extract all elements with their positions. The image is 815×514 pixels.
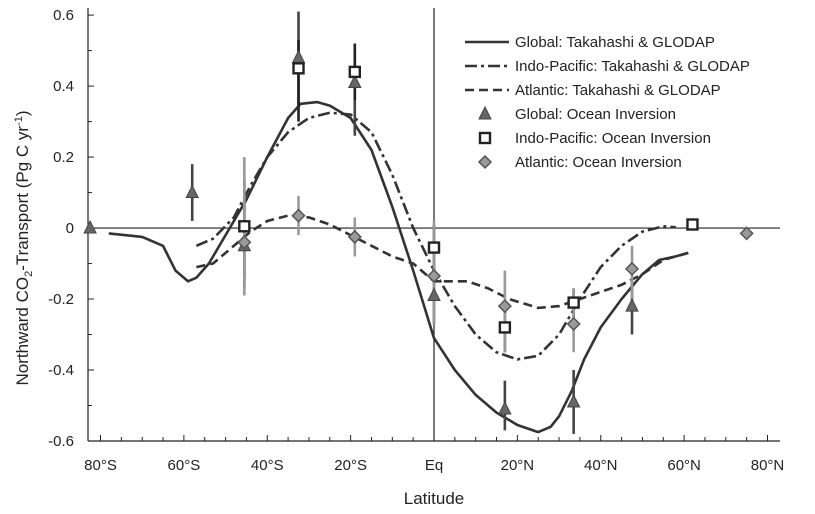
legend-label: Atlantic: Takahashi & GLODAP bbox=[515, 82, 721, 99]
y-tick-label: 0.6 bbox=[53, 7, 74, 24]
marker-atlantic-ocean-inversion bbox=[739, 226, 754, 241]
y-tick-label: 0 bbox=[66, 220, 74, 237]
x-tick-label: 80°N bbox=[751, 457, 785, 474]
series-markers bbox=[83, 49, 754, 415]
marker-indo-pacific-ocean-inversion bbox=[348, 65, 361, 79]
marker-atlantic-ocean-inversion bbox=[624, 261, 640, 276]
y-tick-label: -0.6 bbox=[48, 433, 74, 450]
legend-item-indo-pacific-ocean-inversion: Indo-Pacific: Ocean Inversion bbox=[478, 130, 711, 147]
marker-indo-pacific-ocean-inversion bbox=[567, 296, 580, 309]
x-tick-label: 80°S bbox=[84, 457, 117, 474]
legend-label: Atlantic: Ocean Inversion bbox=[515, 154, 682, 171]
marker-indo-pacific-ocean-inversion bbox=[238, 220, 251, 233]
marker-global-ocean-inversion bbox=[427, 287, 441, 301]
y-axis-title: Northward CO2-Transport (Pg C yr-1) bbox=[13, 110, 35, 385]
x-axis-title: Latitude bbox=[404, 489, 465, 508]
marker-indo-pacific-ocean-inversion bbox=[427, 241, 441, 254]
y-tick-label: -0.4 bbox=[48, 362, 74, 379]
marker-atlantic-ocean-inversion bbox=[497, 299, 512, 314]
marker-global-ocean-inversion bbox=[185, 184, 200, 199]
x-tick-label: 60°N bbox=[667, 457, 701, 474]
marker-indo-pacific-ocean-inversion bbox=[498, 321, 512, 334]
marker-global-ocean-inversion bbox=[498, 400, 512, 415]
y-tick-labels: 0.6 0.4 0.2 0 -0.2 -0.4 -0.6 bbox=[48, 7, 74, 450]
marker-global-ocean-inversion bbox=[291, 49, 306, 64]
marker-global-ocean-inversion bbox=[625, 298, 639, 312]
x-tick-label: 20°S bbox=[334, 457, 367, 474]
x-tick-label: 40°S bbox=[251, 457, 284, 474]
series-line-atlantic-takahashi-glodap bbox=[196, 214, 689, 310]
legend-item-indo-pacific-takahashi-glodap: Indo-Pacific: Takahashi & GLODAP bbox=[465, 58, 750, 75]
legend-item-global-ocean-inversion: Global: Ocean Inversion bbox=[478, 105, 676, 123]
x-tick-labels: 80°S 60°S 40°S 20°S Eq 20°N 40°N 60°N 80°N bbox=[84, 457, 784, 474]
legend-item-global-takahashi-glodap: Global: Takahashi & GLODAP bbox=[465, 34, 715, 51]
series-line-global-takahashi-glodap bbox=[108, 100, 689, 434]
marker-atlantic-ocean-inversion bbox=[237, 235, 252, 250]
x-tick-label: 20°N bbox=[501, 457, 535, 474]
y-tick-label: 0.4 bbox=[53, 78, 74, 95]
marker-global-ocean-inversion bbox=[566, 393, 581, 408]
legend-swatch bbox=[478, 131, 492, 145]
legend-label: Indo-Pacific: Ocean Inversion bbox=[515, 130, 711, 147]
legend: Global: Takahashi & GLODAP Indo-Pacific: … bbox=[465, 34, 750, 171]
marker-atlantic-ocean-inversion bbox=[566, 316, 581, 331]
legend-label: Global: Takahashi & GLODAP bbox=[515, 34, 715, 51]
legend-label: Global: Ocean Inversion bbox=[515, 106, 676, 123]
legend-label: Indo-Pacific: Takahashi & GLODAP bbox=[515, 58, 750, 75]
marker-atlantic-ocean-inversion bbox=[347, 229, 362, 244]
legend-swatch bbox=[477, 154, 493, 170]
x-tick-label: 60°S bbox=[168, 457, 201, 474]
series-lines bbox=[108, 100, 689, 434]
x-tick-label: Eq bbox=[425, 457, 443, 474]
y-tick-label: 0.2 bbox=[53, 149, 74, 166]
x-tick-label: 40°N bbox=[584, 457, 618, 474]
marker-global-ocean-inversion bbox=[83, 219, 97, 234]
marker-atlantic-ocean-inversion bbox=[426, 268, 442, 284]
marker-global-ocean-inversion bbox=[347, 74, 362, 89]
legend-item-atlantic-ocean-inversion: Atlantic: Ocean Inversion bbox=[477, 154, 682, 171]
legend-swatch bbox=[478, 105, 492, 120]
marker-indo-pacific-ocean-inversion bbox=[686, 218, 699, 231]
legend-item-atlantic-takahashi-glodap: Atlantic: Takahashi & GLODAP bbox=[465, 82, 721, 99]
y-tick-label: -0.2 bbox=[48, 291, 74, 308]
marker-atlantic-ocean-inversion bbox=[291, 208, 306, 223]
marker-indo-pacific-ocean-inversion bbox=[292, 62, 305, 75]
